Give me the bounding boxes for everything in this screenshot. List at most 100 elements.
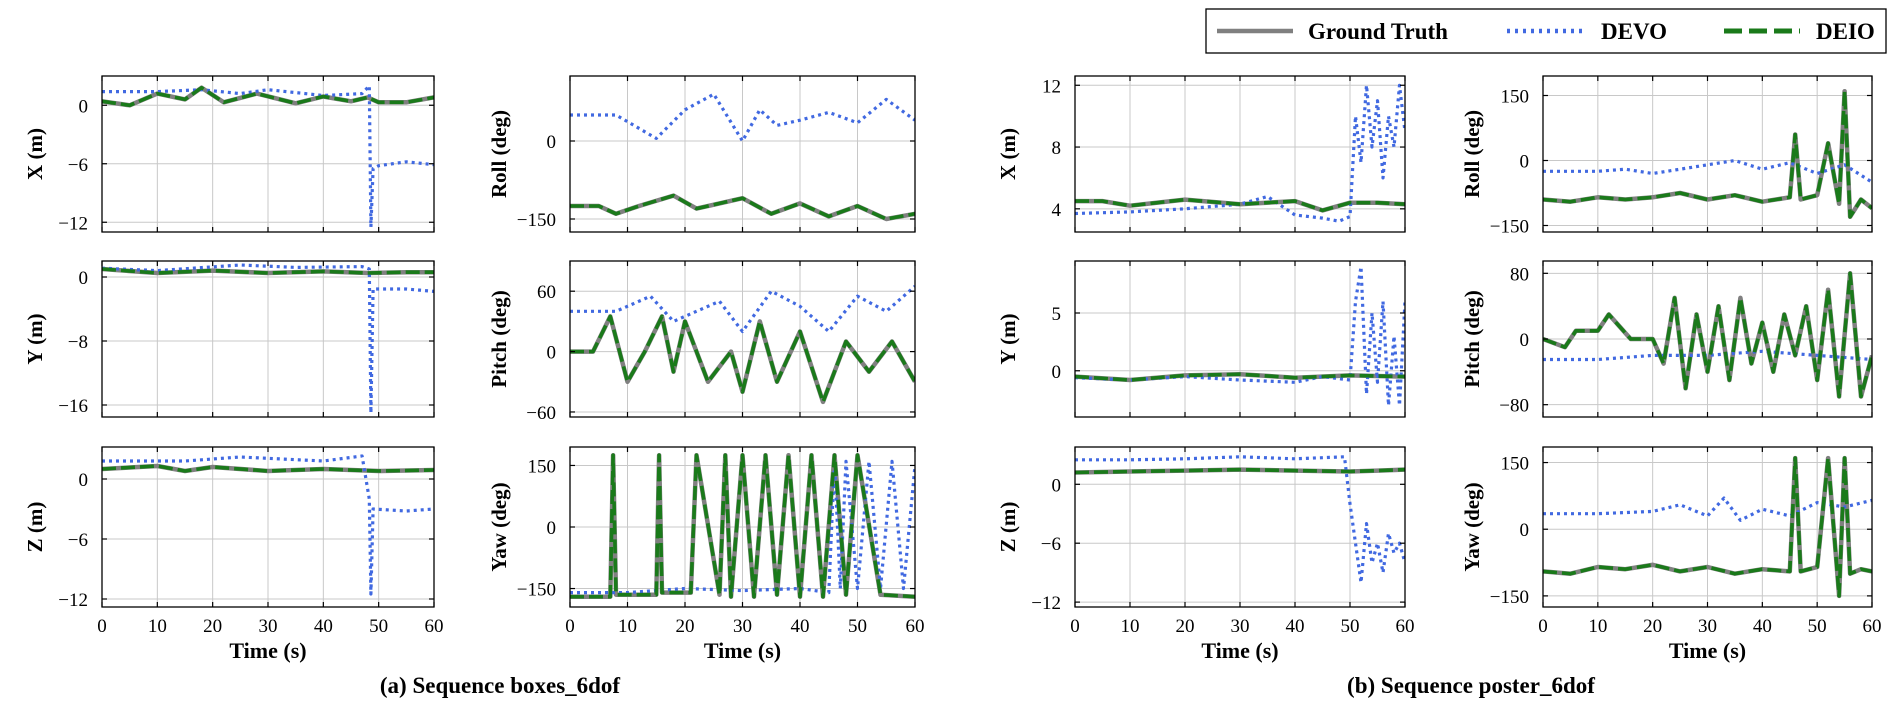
- y-tick-label: 0: [79, 96, 89, 117]
- series-line-deio: [570, 314, 915, 404]
- y-tick-label: −12: [58, 213, 88, 234]
- x-tick-label: 10: [1121, 616, 1140, 637]
- caption-left: (a) Sequence boxes_6dof: [380, 673, 621, 698]
- y-axis-label: X (m): [23, 128, 47, 180]
- y-tick-label: 0: [1520, 152, 1530, 173]
- x-tick-label: 0: [1538, 616, 1548, 637]
- y-tick-label: 4: [1052, 200, 1062, 221]
- x-tick-label: 10: [1588, 616, 1607, 637]
- y-tick-label: 0: [1052, 362, 1062, 383]
- series-line-devo: [102, 454, 434, 596]
- series-line-devo: [1075, 265, 1405, 407]
- y-tick-label: −80: [1499, 396, 1529, 417]
- subplot-poster-6dof-roll-deg: 150 0 −150 Roll (deg): [1460, 75, 1873, 238]
- x-tick-label: 60: [1396, 616, 1415, 637]
- y-tick-label: 80: [1510, 264, 1529, 285]
- y-axis-label: Z (m): [996, 502, 1020, 553]
- y-tick-label: 0: [1520, 520, 1530, 541]
- x-tick-label: 20: [1176, 616, 1195, 637]
- y-axis-label: Yaw (deg): [1460, 482, 1484, 571]
- x-tick-label: 50: [1341, 616, 1360, 637]
- legend-label-deio: DEIO: [1816, 19, 1875, 44]
- series-line-deio: [1075, 197, 1405, 213]
- y-tick-label: −150: [1490, 587, 1529, 608]
- y-tick-label: −6: [1041, 534, 1061, 555]
- y-tick-label: −60: [526, 403, 556, 424]
- y-tick-label: −12: [1031, 593, 1061, 614]
- y-axis-label: Z (m): [23, 502, 47, 553]
- series-line-devo: [1543, 158, 1872, 184]
- x-tick-label: 30: [1231, 616, 1250, 637]
- y-tick-label: −16: [58, 396, 88, 417]
- legend-entry-ground-truth: Ground Truth: [1217, 19, 1448, 44]
- y-axis-label: Pitch (deg): [1460, 290, 1484, 387]
- y-axis-label: Pitch (deg): [487, 290, 511, 387]
- x-tick-label: 40: [791, 616, 810, 637]
- series-line-deio: [102, 464, 434, 473]
- y-tick-label: −150: [517, 580, 556, 601]
- subplot-poster-6dof-z-m: 0 −6 −12 0 10 20 30 40 50 60 Z (m) Time (s): [996, 446, 1415, 663]
- x-tick-label: 40: [314, 616, 333, 637]
- legend-box: [1205, 8, 1887, 54]
- y-tick-label: 0: [547, 132, 557, 153]
- subplot-poster-6dof-pitch-deg: 80 0 −80 Pitch (deg): [1460, 260, 1873, 418]
- subplot-boxes-6dof-roll-deg: 0 −150 Roll (deg): [487, 75, 916, 233]
- x-tick-label: 30: [1698, 616, 1717, 637]
- x-tick-label: 10: [148, 616, 167, 637]
- y-tick-label: −12: [58, 590, 88, 611]
- y-axis-label: Yaw (deg): [487, 482, 511, 571]
- x-tick-label: 50: [369, 616, 388, 637]
- y-tick-label: 150: [1501, 454, 1530, 475]
- x-axis-label: Time (s): [229, 638, 306, 663]
- subplot-boxes-6dof-pitch-deg: 60 0 −60 Pitch (deg): [487, 260, 916, 424]
- series-line-devo: [1543, 496, 1872, 522]
- x-tick-label: 20: [676, 616, 695, 637]
- y-tick-label: 60: [537, 282, 556, 303]
- series-line-deio: [1075, 372, 1405, 382]
- series-line-deio: [570, 193, 915, 221]
- y-tick-label: 0: [1520, 330, 1530, 351]
- x-tick-label: 40: [1286, 616, 1305, 637]
- x-tick-label: 60: [425, 616, 444, 637]
- series-line-deio: [102, 267, 434, 275]
- x-tick-label: 0: [565, 616, 575, 637]
- series-line-devo: [570, 92, 915, 143]
- subplot-boxes-6dof-x-m: 0 −6 −12 X (m): [23, 75, 435, 234]
- y-tick-label: 0: [547, 343, 557, 364]
- series-line-deio: [1543, 456, 1872, 598]
- legend: Ground Truth DEVO DEIO: [1205, 8, 1887, 54]
- subplot-poster-6dof-y-m: 5 0 Y (m): [996, 260, 1406, 418]
- y-tick-label: −150: [517, 210, 556, 231]
- y-tick-label: −6: [68, 530, 88, 551]
- x-tick-label: 60: [1863, 616, 1882, 637]
- series-line-deio: [1543, 271, 1872, 399]
- y-tick-label: 0: [79, 268, 89, 289]
- series-line-deio: [1075, 467, 1405, 475]
- caption-right: (b) Sequence poster_6dof: [1347, 673, 1595, 698]
- x-tick-label: 40: [1753, 616, 1772, 637]
- subplot-boxes-6dof-z-m: 0 −6 −12 0 10 20 30 40 50 60 Z (m) Time (s): [23, 446, 444, 663]
- legend-entry-deio: DEIO: [1724, 19, 1875, 44]
- y-tick-label: −6: [68, 155, 88, 176]
- legend-entry-devo: DEVO: [1507, 19, 1667, 44]
- x-tick-label: 20: [203, 616, 222, 637]
- y-axis-label: Y (m): [996, 313, 1020, 364]
- subplot-boxes-6dof-y-m: 0 −8 −16 Y (m): [23, 260, 435, 418]
- y-tick-label: 150: [528, 456, 557, 477]
- y-tick-label: 0: [547, 518, 557, 539]
- x-tick-label: 30: [259, 616, 278, 637]
- series-line-deio: [570, 453, 915, 599]
- y-tick-label: −8: [68, 332, 88, 353]
- x-axis-label: Time (s): [704, 638, 781, 663]
- subplot-poster-6dof-x-m: 12 8 4 X (m): [996, 75, 1406, 233]
- subplot-boxes-6dof-yaw-deg: 150 0 −150 0 10 20 30 40 50 60 Yaw (deg) Time (s): [487, 446, 925, 663]
- x-tick-label: 0: [97, 616, 107, 637]
- series-line-devo: [570, 284, 915, 334]
- y-tick-label: 5: [1052, 304, 1062, 325]
- x-tick-label: 30: [733, 616, 752, 637]
- series-line-deio: [1543, 89, 1872, 219]
- x-tick-label: 10: [618, 616, 637, 637]
- series-line-devo: [570, 459, 915, 595]
- series-line-deio: [102, 85, 434, 108]
